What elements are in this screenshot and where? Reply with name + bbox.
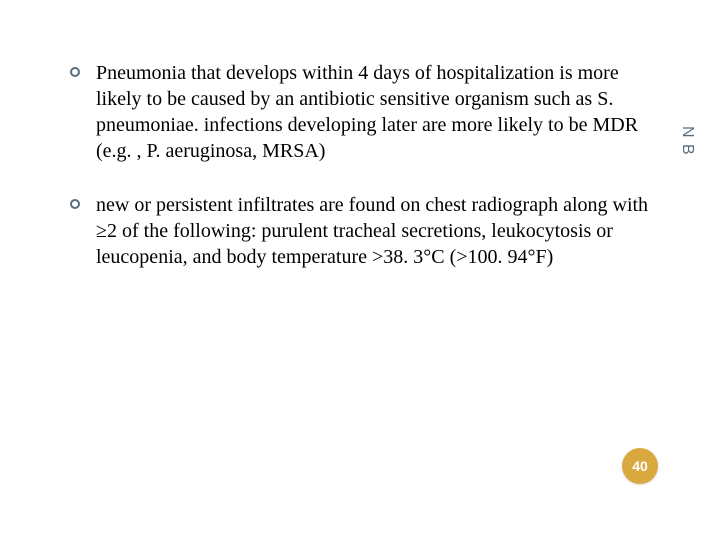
page-number-badge: 40 [622, 448, 658, 484]
bullet-item: Pneumonia that develops within 4 days of… [70, 60, 650, 164]
bullet-item: new or persistent infiltrates are found … [70, 192, 650, 270]
bullet-icon [70, 199, 80, 209]
bullet-icon [70, 67, 80, 77]
side-label: N B [678, 126, 696, 156]
bullet-text: new or persistent infiltrates are found … [96, 192, 650, 270]
bullet-text: Pneumonia that develops within 4 days of… [96, 60, 650, 164]
slide-container: Pneumonia that develops within 4 days of… [0, 0, 720, 540]
